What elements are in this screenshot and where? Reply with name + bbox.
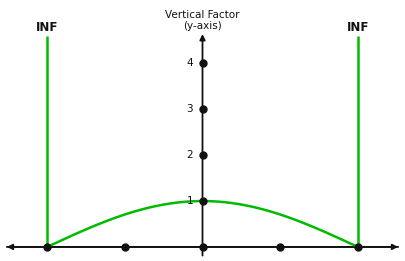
Text: 4: 4 <box>186 58 193 68</box>
Text: INF: INF <box>347 21 369 34</box>
Text: INF: INF <box>36 21 58 34</box>
Text: 2: 2 <box>186 150 193 160</box>
Text: 1: 1 <box>186 196 193 206</box>
Text: Vertical Factor
(y-axis): Vertical Factor (y-axis) <box>165 10 240 31</box>
Text: 3: 3 <box>186 104 193 114</box>
